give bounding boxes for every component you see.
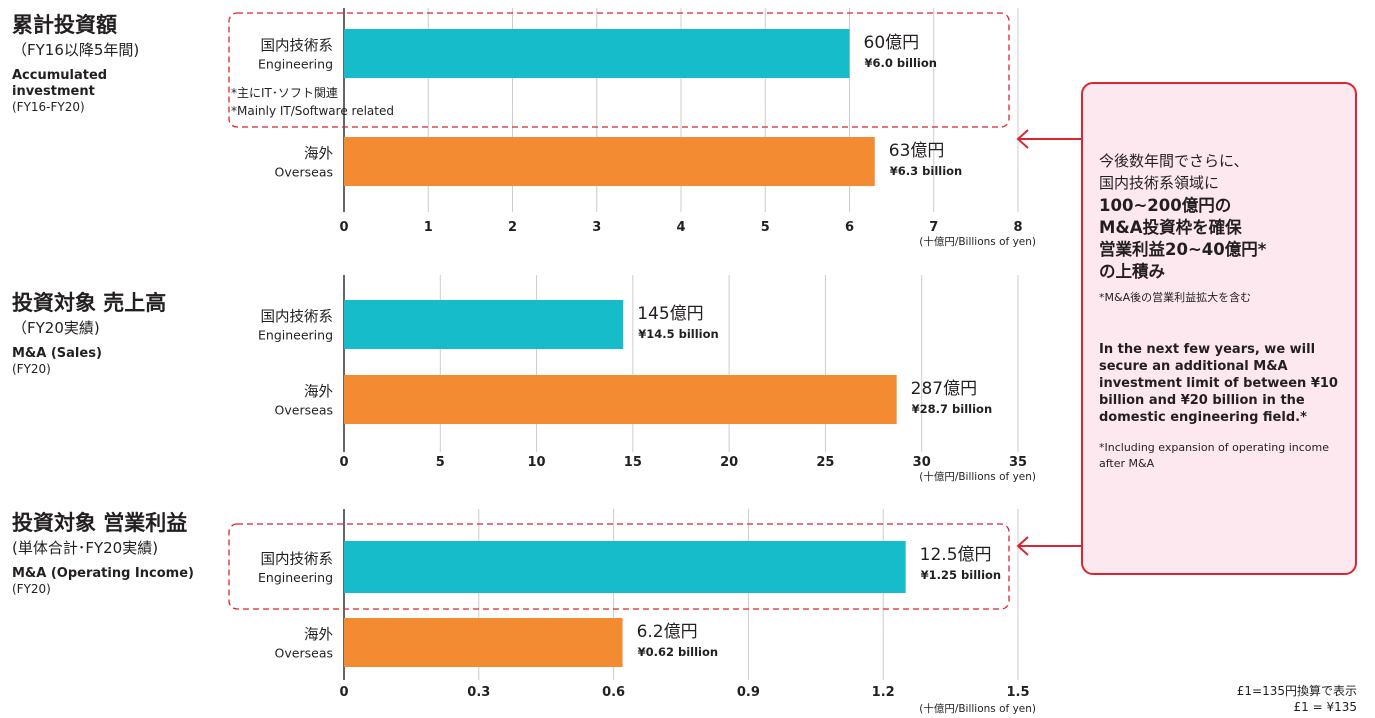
section-title-en: Accumulated investment (12, 68, 108, 99)
bar-engineering (344, 29, 850, 78)
value-label-en: ¥1.25 billion (921, 568, 1001, 582)
category-label-en: Engineering (258, 328, 333, 343)
bar-overseas (344, 375, 897, 424)
value-label-ja: 145億円 (637, 304, 703, 324)
x-tick-label: 5 (436, 455, 445, 470)
category-label-en: Engineering (258, 57, 333, 72)
x-axis-unit: (十億円/Billions of yen) (919, 235, 1036, 248)
note-en: *Mainly IT/Software related (231, 104, 394, 118)
x-tick-label: 3 (592, 220, 601, 235)
x-tick-label: 0 (339, 220, 348, 235)
section-subtitle-en: (FY20) (12, 362, 51, 376)
x-tick-label: 2 (508, 220, 517, 235)
x-tick-label: 6 (845, 220, 854, 235)
x-tick-label: 4 (676, 220, 685, 235)
chart-2: 0 5 10 15 20 25 30 35(十億円/Billions of yen) 国内技術系… (258, 275, 1036, 483)
x-tick-label: 20 (720, 455, 738, 470)
section-label-3: 投資対象 営業利益 (単体合計･FY20実績) M&A (Operating I… (12, 510, 194, 597)
category-label-en: Overseas (275, 165, 333, 180)
x-tick-label: 15 (624, 455, 642, 470)
section-title-en: M&A (Operating Income) (12, 566, 194, 581)
callout-en-text: In the next few years, we will secure an… (1099, 342, 1338, 425)
category-label-ja: 国内技術系 (261, 551, 334, 568)
x-tick-label: 1 (424, 220, 433, 235)
callout-en-note: *Including expansion of operating income… (1099, 441, 1329, 470)
section-label-2: 投資対象 売上高 （FY20実績) M&A (Sales) (FY20) (12, 290, 166, 377)
value-label-ja: 60億円 (864, 33, 920, 53)
x-tick-label: 0.3 (467, 685, 490, 700)
bar-overseas (344, 137, 875, 186)
x-axis-unit: (十億円/Billions of yen) (919, 702, 1036, 715)
x-tick-label: 30 (913, 455, 931, 470)
category-label-ja: 国内技術系 (261, 309, 334, 326)
category-label-ja: 海外 (304, 384, 333, 401)
x-tick-label: 10 (528, 455, 546, 470)
callout-box: 今後数年間でさらに、 国内技術系領域に 100~200億円の M&A投資枠を確保… (1081, 82, 1357, 575)
callout-jp-line2: 国内技術系領域に (1099, 174, 1220, 192)
x-axis-unit: (十億円/Billions of yen) (919, 470, 1036, 483)
bar-engineering (344, 541, 906, 593)
x-tick-label: 0 (339, 455, 348, 470)
value-label-en: ¥6.3 billion (890, 164, 962, 178)
callout-jp-bold-2: M&A投資枠を確保 (1099, 218, 1242, 237)
arrow-head (1016, 129, 1029, 149)
bar-engineering (344, 300, 624, 349)
value-label-ja: 287億円 (911, 379, 977, 399)
value-label-en: ¥28.7 billion (912, 402, 992, 416)
chart-3: 0 0.3 0.6 0.9 1.2 1.5 (十億円/Billions of yen) 国内技… (228, 509, 1081, 715)
exchange-rate-note: £1=135円換算で表示 £1 = ¥135 (1237, 683, 1357, 715)
callout-jp-bold-4: の上積み (1099, 262, 1165, 281)
value-label-ja: 12.5億円 (920, 545, 992, 565)
callout-jp-line1: 今後数年間でさらに、 (1099, 152, 1249, 170)
arrow-head (1016, 536, 1029, 556)
section-subtitle-ja: （FY20実績) (12, 319, 100, 337)
x-tick-label: 0.6 (602, 685, 625, 700)
x-tick-label: 0 (339, 685, 348, 700)
callout-jp-bold-1: 100~200億円の (1099, 196, 1232, 215)
x-tick-label: 5 (761, 220, 770, 235)
callout-jp-bold-3: 営業利益20~40億円* (1099, 240, 1267, 259)
section-subtitle-en: (FY16-FY20) (12, 100, 85, 114)
section-label-1: 累計投資額 （FY16以降5年間) Accumulated investment… (12, 12, 162, 115)
section-title-en: M&A (Sales) (12, 346, 102, 361)
value-label-en: ¥0.62 billion (638, 645, 718, 659)
highlight-box (228, 523, 1010, 610)
value-label-ja: 63億円 (889, 141, 945, 161)
bar-overseas (344, 618, 623, 667)
section-subtitle-ja: （FY16以降5年間) (12, 41, 140, 59)
category-label-ja: 海外 (304, 627, 333, 644)
category-label-ja: 海外 (304, 146, 333, 163)
x-tick-label: 0.9 (737, 685, 760, 700)
value-label-en: ¥6.0 billion (865, 56, 937, 70)
chart-1: 0 1 2 3 4 5 6 7 8(十億円/Billions of yen) 国内技術系 Engin… (228, 8, 1081, 248)
category-label-en: Engineering (258, 570, 333, 585)
x-tick-label: 7 (929, 220, 938, 235)
callout-jp-note: *M&A後の営業利益拡大を含む (1099, 291, 1252, 304)
category-label-en: Overseas (275, 403, 333, 418)
x-tick-label: 8 (1013, 220, 1022, 235)
x-tick-label: 1.5 (1006, 685, 1029, 700)
x-tick-label: 35 (1009, 455, 1027, 470)
exchange-rate-en: £1 = ¥135 (1293, 700, 1358, 714)
section-title-ja: 累計投資額 (12, 13, 117, 37)
section-subtitle-en: (FY20) (12, 582, 51, 596)
value-label-ja: 6.2億円 (637, 622, 698, 642)
x-tick-label: 1.2 (872, 685, 895, 700)
section-title-ja: 投資対象 営業利益 (12, 511, 188, 535)
category-label-en: Overseas (275, 646, 333, 661)
highlight-box (228, 12, 1010, 128)
x-tick-label: 25 (816, 455, 834, 470)
category-label-ja: 国内技術系 (261, 38, 334, 55)
value-label-en: ¥14.5 billion (638, 327, 718, 341)
note-ja: *主にIT･ソフト関連 (231, 86, 338, 100)
section-title-ja: 投資対象 売上高 (12, 291, 167, 315)
section-subtitle-ja: (単体合計･FY20実績) (12, 539, 159, 557)
exchange-rate-ja: £1=135円換算で表示 (1236, 684, 1357, 698)
